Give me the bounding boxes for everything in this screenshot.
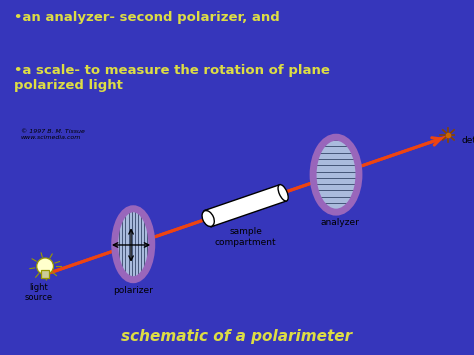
Text: © 1997 B. M. Tissue
www.scimedia.com: © 1997 B. M. Tissue www.scimedia.com	[21, 129, 85, 140]
Polygon shape	[205, 185, 287, 226]
Ellipse shape	[202, 211, 214, 226]
Ellipse shape	[313, 137, 359, 212]
FancyBboxPatch shape	[41, 270, 49, 278]
Text: analyzer: analyzer	[321, 218, 360, 227]
Ellipse shape	[36, 258, 54, 274]
Ellipse shape	[115, 209, 152, 280]
Text: light
source: light source	[24, 283, 53, 302]
Text: •a scale- to measure the rotation of plane
polarized light: •a scale- to measure the rotation of pla…	[14, 64, 330, 92]
Text: sample
compartment: sample compartment	[215, 227, 276, 247]
Ellipse shape	[278, 185, 288, 201]
Ellipse shape	[203, 210, 213, 227]
Text: schematic of a polarimeter: schematic of a polarimeter	[121, 329, 353, 344]
Text: polarizer: polarizer	[113, 286, 153, 295]
Text: detector: detector	[462, 136, 474, 145]
Text: •an analyzer- second polarizer, and: •an analyzer- second polarizer, and	[14, 11, 280, 24]
